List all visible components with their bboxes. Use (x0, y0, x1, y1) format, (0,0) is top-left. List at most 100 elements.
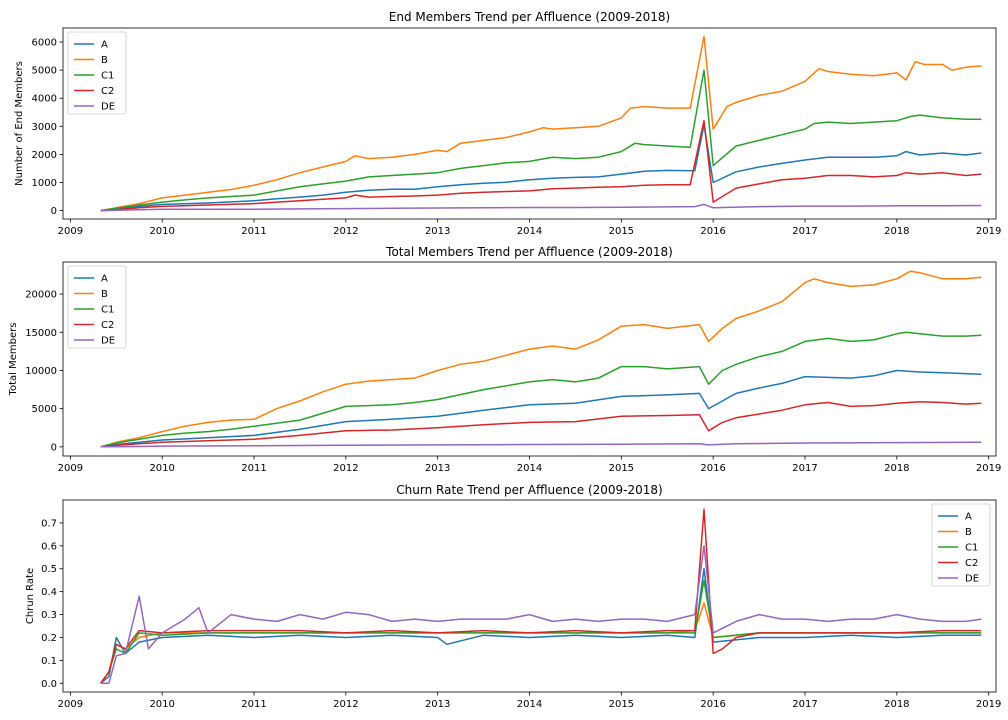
y-tick-label: 0 (51, 206, 57, 217)
y-axis-label: Number of End Members (14, 61, 25, 186)
y-tick-label: 15000 (25, 328, 57, 339)
series-line-de (100, 545, 982, 685)
x-tick-label: 2014 (517, 463, 542, 474)
x-tick-label: 2011 (241, 226, 266, 237)
x-tick-label: 2009 (58, 226, 83, 237)
y-tick-label: 2000 (32, 150, 57, 161)
x-tick-label: 2018 (884, 226, 909, 237)
legend-label-c2: C2 (965, 558, 978, 569)
series-line-a (100, 124, 982, 212)
legend-label-a: A (101, 274, 108, 285)
series-lines (100, 508, 982, 685)
y-tick-label: 0.0 (41, 679, 57, 690)
y-tick-label: 20000 (25, 290, 57, 301)
y-tick-label: 1000 (32, 178, 57, 189)
y-tick-label: 3000 (32, 122, 57, 133)
y-tick-label: 0.5 (41, 564, 57, 575)
legend-label-de: DE (101, 102, 115, 113)
x-tick-label: 2012 (333, 226, 358, 237)
legend-label-b: B (101, 289, 108, 300)
legend-label-a: A (101, 40, 108, 51)
legend-label-b: B (101, 55, 108, 66)
x-tick-label: 2011 (241, 699, 266, 710)
y-tick-label: 0.2 (41, 633, 57, 644)
y-tick-label: 10000 (25, 366, 57, 377)
legend-label-c2: C2 (101, 320, 114, 331)
chart-1: Total Members Trend per Affluence (2009-… (8, 245, 1001, 474)
y-tick-label: 0 (51, 442, 57, 453)
series-line-de (100, 203, 982, 212)
legend-label-c1: C1 (101, 305, 114, 316)
legend-box (931, 503, 991, 587)
x-tick-label: 2014 (517, 699, 542, 710)
legend: AB C1 C2 DE (67, 265, 127, 349)
x-tick-label: 2012 (333, 699, 358, 710)
x-tick-label: 2017 (792, 699, 817, 710)
y-axis-label: Chrun Rate (25, 568, 36, 624)
x-tick-label: 2018 (884, 699, 909, 710)
x-tick-label: 2013 (425, 699, 450, 710)
x-tick-label: 2018 (884, 463, 909, 474)
x-tick-label: 2019 (976, 226, 1001, 237)
x-tick-label: 2009 (58, 463, 83, 474)
y-tick-label: 0.7 (41, 518, 57, 529)
plot-frame (62, 499, 997, 693)
x-tick-label: 2017 (792, 463, 817, 474)
legend-label-de: DE (101, 336, 115, 347)
chart-0: End Members Trend per Affluence (2009-20… (14, 10, 1001, 237)
x-tick-label: 2019 (976, 699, 1001, 710)
x-tick-label: 2010 (149, 226, 174, 237)
x-tick-label: 2015 (609, 699, 634, 710)
x-tick-label: 2015 (609, 463, 634, 474)
series-line-c2 (100, 119, 982, 212)
legend-box (67, 31, 127, 115)
chart-title: Total Members Trend per Affluence (2009-… (385, 245, 673, 259)
y-tick-label: 0.3 (41, 610, 57, 621)
legend-label-b: B (965, 527, 972, 538)
series-line-c1 (100, 331, 982, 448)
legend-box (67, 265, 127, 349)
x-tick-label: 2015 (609, 226, 634, 237)
x-tick-label: 2013 (425, 463, 450, 474)
legend-label-c2: C2 (101, 86, 114, 97)
y-axis-label: Total Members (8, 323, 19, 397)
x-tick-label: 2010 (149, 463, 174, 474)
series-line-de (100, 441, 982, 448)
legend: AB C1 C2 DE (67, 31, 127, 115)
x-tick-label: 2012 (333, 463, 358, 474)
legend-label-c1: C1 (965, 543, 978, 554)
x-tick-label: 2010 (149, 699, 174, 710)
y-tick-label: 0.6 (41, 541, 57, 552)
y-tick-label: 0.1 (41, 656, 57, 667)
series-line-b (100, 270, 982, 448)
series-line-c2 (100, 401, 982, 448)
y-tick-label: 6000 (32, 38, 57, 49)
y-tick-label: 5000 (32, 404, 57, 415)
chart-title: Churn Rate Trend per Affluence (2009-201… (396, 483, 662, 497)
series-line-c2 (100, 508, 982, 684)
x-tick-label: 2016 (700, 699, 725, 710)
x-tick-label: 2009 (58, 699, 83, 710)
x-tick-label: 2016 (700, 226, 725, 237)
legend-label-a: A (965, 512, 972, 523)
legend-label-de: DE (965, 574, 979, 585)
x-tick-label: 2011 (241, 463, 266, 474)
x-tick-label: 2016 (700, 463, 725, 474)
y-tick-label: 4000 (32, 94, 57, 105)
x-tick-label: 2013 (425, 226, 450, 237)
chart-title: End Members Trend per Affluence (2009-20… (389, 10, 670, 24)
x-tick-label: 2014 (517, 226, 542, 237)
series-line-b (100, 35, 982, 212)
plot-frame (62, 261, 997, 457)
legend: AB C1 C2 DE (931, 503, 991, 587)
y-tick-label: 0.4 (41, 587, 57, 598)
series-line-a (100, 567, 982, 684)
series-line-c1 (100, 69, 982, 212)
chart-2: Churn Rate Trend per Affluence (2009-201… (25, 483, 1001, 710)
series-line-a (100, 369, 982, 448)
y-tick-label: 5000 (32, 66, 57, 77)
series-lines (100, 35, 982, 212)
x-tick-label: 2019 (976, 463, 1001, 474)
series-lines (100, 270, 982, 448)
